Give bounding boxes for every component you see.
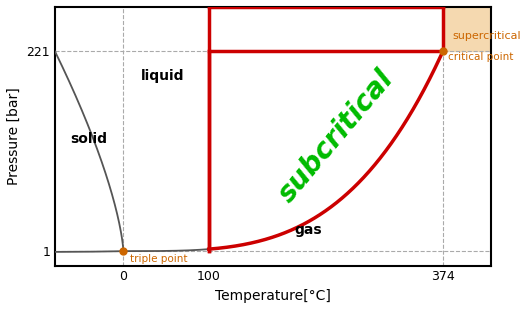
- Text: critical point: critical point: [448, 52, 514, 63]
- Y-axis label: Pressure [bar]: Pressure [bar]: [7, 87, 21, 185]
- X-axis label: Temperature[°C]: Temperature[°C]: [215, 289, 331, 303]
- Text: supercritical: supercritical: [452, 31, 521, 41]
- Text: liquid: liquid: [140, 69, 184, 82]
- Text: triple point: triple point: [130, 254, 188, 264]
- Text: gas: gas: [294, 223, 322, 237]
- Text: subcritical: subcritical: [273, 65, 399, 208]
- Bar: [443, 7, 491, 51]
- Text: solid: solid: [70, 132, 108, 146]
